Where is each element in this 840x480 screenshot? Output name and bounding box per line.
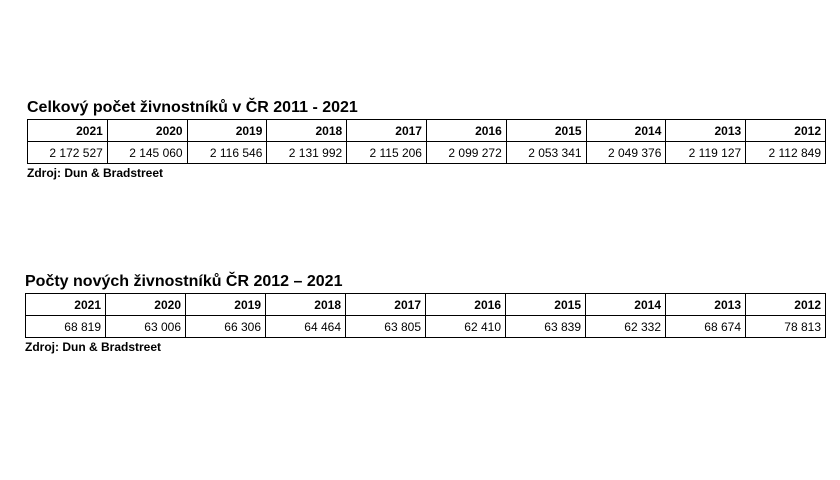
cell: 63 006 <box>105 315 186 338</box>
header-cell: 2019 <box>185 293 266 316</box>
header-row: 2021 2020 2019 2018 2017 2016 2015 2014 2013 2012 <box>27 119 826 142</box>
table-title: Celkový počet živnostníků v ČR 2011 - 20… <box>27 99 358 116</box>
header-cell: 2014 <box>585 119 667 142</box>
cell: 2 145 060 <box>106 141 188 164</box>
header-cell: 2013 <box>665 119 747 142</box>
cell: 68 674 <box>665 315 746 338</box>
header-cell: 2021 <box>27 119 108 142</box>
header-cell: 2021 <box>25 293 106 316</box>
header-cell: 2019 <box>186 119 268 142</box>
header-cell: 2018 <box>266 119 348 142</box>
cell: 64 464 <box>265 315 346 338</box>
cell: 68 819 <box>25 315 106 338</box>
header-cell: 2017 <box>346 119 427 142</box>
cell: 62 332 <box>585 315 666 338</box>
header-cell: 2012 <box>745 293 826 316</box>
table-title: Počty nových živnostníků ČR 2012 – 2021 <box>25 273 343 290</box>
header-cell: 2018 <box>265 293 346 316</box>
cell: 2 099 272 <box>425 141 507 164</box>
table: 2021 2020 2019 2018 2017 2016 2015 2014 2013 2012… <box>25 293 826 338</box>
source-note: Zdroj: Dun & Bradstreet <box>25 340 162 354</box>
cell: 62 410 <box>425 315 506 338</box>
header-cell: 2013 <box>665 293 746 316</box>
cell: 2 119 127 <box>665 141 747 164</box>
cell: 63 805 <box>345 315 426 338</box>
header-cell: 2014 <box>585 293 666 316</box>
header-cell: 2012 <box>745 119 826 142</box>
data-row: 2 172 527 2 145 060 2 116 546 2 131 992 2 11… <box>27 141 826 164</box>
section: Celkový počet živnostníků v ČR 2011 - 20… <box>27 98 826 181</box>
data-row: 68 819 63 006 66 306 64 464 63 805 62 410 63 8… <box>25 315 826 338</box>
header-row: 2021 2020 2019 2018 2017 2016 2015 2014 2013 2012 <box>25 293 826 316</box>
header-cell: 2015 <box>505 293 586 316</box>
table: 2021 2020 2019 2018 2017 2016 2015 2014 2013 2012… <box>27 119 826 164</box>
cell: 78 813 <box>745 315 826 338</box>
cell: 66 306 <box>185 315 266 338</box>
cell: 2 049 376 <box>585 141 667 164</box>
cell: 2 112 849 <box>745 141 826 164</box>
cell: 2 131 992 <box>266 141 348 164</box>
header-cell: 2020 <box>105 293 186 316</box>
header-cell: 2017 <box>345 293 426 316</box>
cell: 2 172 527 <box>27 141 108 164</box>
source-note: Zdroj: Dun & Bradstreet <box>27 166 164 180</box>
section: Počty nových živnostníků ČR 2012 – 2021 … <box>25 272 826 355</box>
header-cell: 2016 <box>425 119 507 142</box>
cell: 63 839 <box>505 315 586 338</box>
cell: 2 116 546 <box>186 141 268 164</box>
cell: 2 053 341 <box>505 141 587 164</box>
header-cell: 2015 <box>505 119 587 142</box>
cell: 2 115 206 <box>346 141 427 164</box>
header-cell: 2016 <box>425 293 506 316</box>
header-cell: 2020 <box>106 119 188 142</box>
